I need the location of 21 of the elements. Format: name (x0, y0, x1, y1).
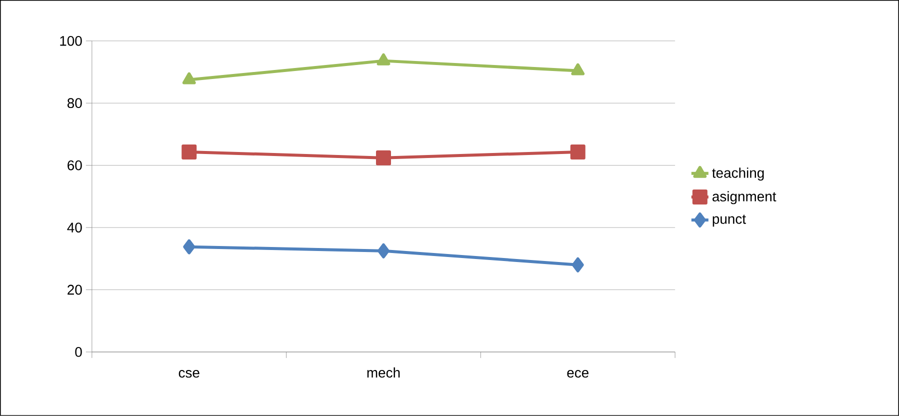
x-tick-label: cse (178, 370, 200, 378)
point (572, 257, 584, 272)
x-tick-label: mech (367, 367, 400, 378)
y-tick-label: 60 (68, 160, 82, 170)
y-tick-label: 0 (75, 347, 82, 357)
y-tick-label: 100 (60, 36, 82, 46)
legend-label: punct (712, 214, 746, 227)
point (376, 53, 390, 66)
legend-label: teaching (712, 168, 764, 181)
point (571, 63, 585, 76)
point (183, 239, 196, 254)
point (570, 144, 586, 160)
y-tick-label: 80 (67, 98, 82, 108)
legend-label: asignment (712, 191, 776, 204)
point (377, 243, 390, 258)
point (376, 150, 391, 166)
y-tick-label: 40 (67, 222, 82, 233)
y-tick-label: 20 (68, 284, 82, 295)
x-tick-label: ece (567, 370, 588, 378)
point (182, 72, 196, 84)
point (182, 144, 197, 160)
